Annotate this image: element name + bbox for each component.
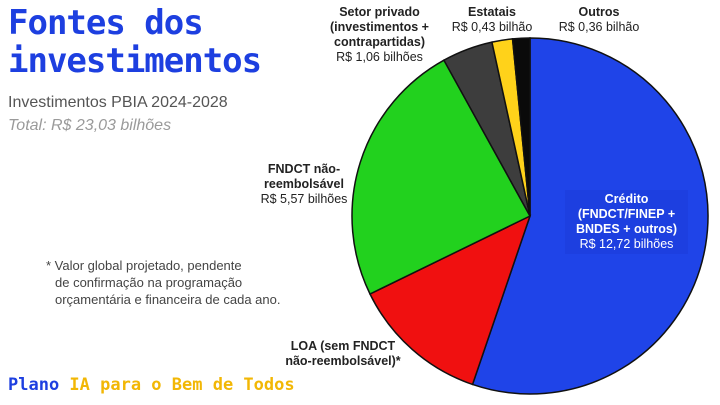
slice-label-line: Estatais <box>468 5 516 19</box>
slice-label-line: FNDCT não- <box>267 162 341 176</box>
total-value: Total: R$ 23,03 bilhões <box>8 117 172 134</box>
slice-label-line: Outros <box>578 5 620 19</box>
slice-value: R$ 1,06 bilhões <box>336 50 423 64</box>
brand-part2: IA para o Bem de Todos <box>69 375 295 395</box>
pie-slice-5 <box>511 37 531 217</box>
slice-label-setor-privado: Setor privado (investimentos + contrapar… <box>322 5 437 65</box>
slice-label-loa: LOA (sem FNDCT não-reembolsável)* <box>278 339 408 369</box>
footnote-line: orçamentária e financeira de cada ano. <box>55 292 281 307</box>
brand-logo: Plano IA para o Bem de Todos <box>8 375 295 395</box>
brand-part1: Plano <box>8 375 70 395</box>
slice-label-line: contrapartidas) <box>334 35 425 49</box>
footnote-line: * Valor global projetado, pendente <box>46 258 242 273</box>
pie-slice-2 <box>351 59 532 295</box>
slice-value: R$ 12,72 bilhões <box>579 237 674 251</box>
slice-label-line: (FNDCT/FINEP + <box>577 207 676 221</box>
slice-label-credito: Crédito (FNDCT/FINEP + BNDES + outros) R… <box>565 190 688 254</box>
slice-label-line: Setor privado <box>339 5 420 19</box>
slice-label-line: (investimentos + <box>330 20 429 34</box>
slice-label-fndct: FNDCT não- reembolsável R$ 5,57 bilhões <box>250 162 358 207</box>
footnote-line: de confirmação na programação <box>55 275 243 290</box>
slice-label-estatais: Estatais R$ 0,43 bilhão <box>442 5 542 35</box>
slice-value: R$ 5,57 bilhões <box>260 192 348 206</box>
slice-value: R$ 0,43 bilhão <box>451 20 533 34</box>
page-title: Fontes dos investimentos <box>8 3 262 81</box>
slice-label-line: Crédito <box>604 192 649 206</box>
slice-label-outros: Outros R$ 0,36 bilhão <box>549 5 649 35</box>
slice-label-line: reembolsável <box>264 177 344 191</box>
footnote: * Valor global projetado, pendente de co… <box>46 257 306 308</box>
slice-label-line: BNDES + outros) <box>575 222 678 236</box>
slice-value: R$ 0,36 bilhão <box>558 20 640 34</box>
pie-slice-1 <box>368 214 532 386</box>
slice-label-line: não-reembolsável)* <box>285 354 401 368</box>
chart-subtitle: Investimentos PBIA 2024-2028 <box>8 94 228 111</box>
slice-label-line: LOA (sem FNDCT <box>290 339 396 353</box>
